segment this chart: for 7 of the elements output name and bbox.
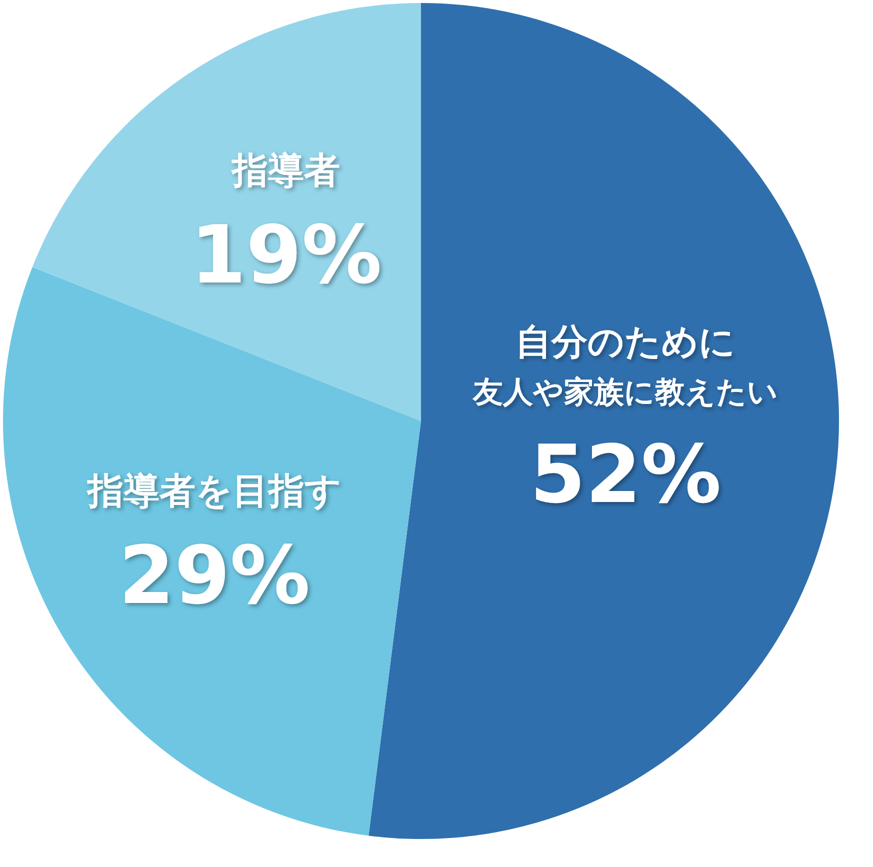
data-label: 52% <box>530 428 722 521</box>
slice-label: 自分のために友人や家族に教えたい <box>472 322 778 410</box>
pie-slice <box>32 3 421 421</box>
slice-label: 指導者 <box>230 150 340 192</box>
slice-label: 指導者を目指す <box>85 471 342 512</box>
data-label: 29% <box>118 529 310 622</box>
data-label: 19% <box>190 208 382 302</box>
